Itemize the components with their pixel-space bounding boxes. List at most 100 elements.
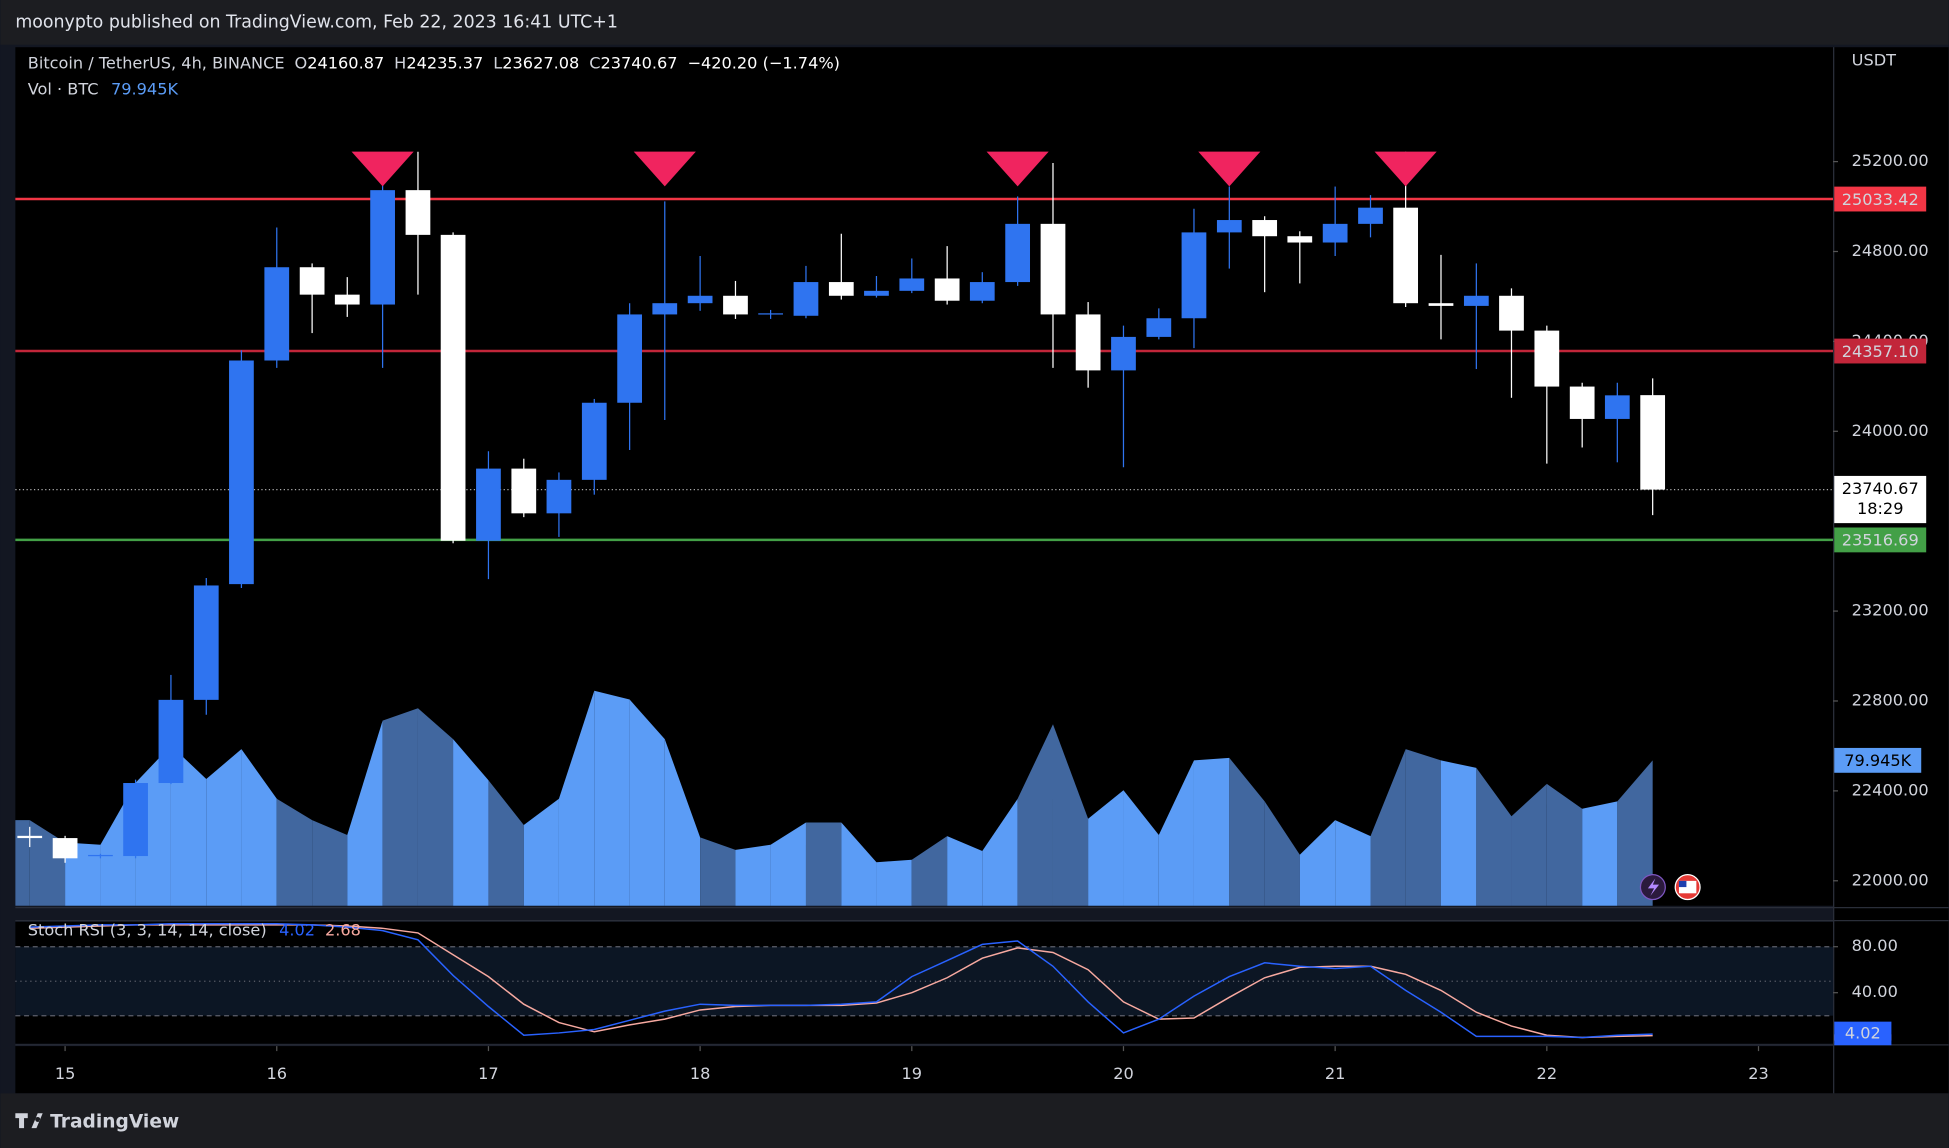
volume-area — [735, 844, 771, 906]
volume-area — [1476, 767, 1512, 906]
candle-body — [581, 402, 607, 480]
volume-area — [488, 780, 524, 906]
volume-area — [206, 749, 242, 906]
volume-name: Vol · BTC — [28, 79, 99, 98]
candle-body — [334, 294, 360, 305]
volume-area — [382, 708, 418, 906]
x-tick-label: 19 — [902, 1064, 923, 1083]
x-tick-label: 17 — [478, 1064, 499, 1083]
candle-body — [687, 295, 713, 304]
candle-body — [229, 360, 254, 585]
volume-area — [982, 798, 1018, 906]
volume-area — [417, 708, 454, 906]
x-tick-label: 22 — [1537, 1064, 1558, 1083]
candle-body — [1005, 223, 1031, 283]
candle-body — [1252, 220, 1278, 237]
candle-body — [758, 313, 783, 315]
x-tick-label: 16 — [266, 1064, 287, 1083]
candle-body — [828, 282, 854, 296]
candle-body — [370, 190, 395, 305]
symbol-legend: Bitcoin / TetherUS, 4h, BINANCE O24160.87… — [28, 53, 840, 72]
volume-legend: Vol · BTC 79.945K — [28, 79, 179, 98]
y-tick-label: 24000.00 — [1852, 421, 1929, 440]
volume-area — [453, 739, 489, 906]
volume-area — [1511, 783, 1547, 906]
candle-body — [934, 278, 960, 301]
candle-body — [546, 479, 572, 514]
level-label: 23516.69 — [1842, 531, 1919, 550]
stoch-d-value: 2.68 — [325, 920, 361, 939]
publisher-line: moonypto published on TradingView.com, F… — [15, 12, 618, 32]
candle-body — [1322, 223, 1348, 243]
candle-body — [1393, 207, 1419, 304]
x-tick-label: 23 — [1748, 1064, 1769, 1083]
volume-area — [594, 690, 630, 906]
ohlc-value: 23627.08 — [502, 53, 579, 72]
y-tick-label: 23200.00 — [1852, 601, 1929, 620]
last-price-box — [1834, 475, 1927, 524]
volume-area — [700, 837, 736, 906]
stoch-legend: Stoch RSI (3, 3, 14, 14, close) 4.02 2.68 — [28, 920, 361, 939]
volume-area — [1299, 820, 1336, 906]
candle-body — [123, 783, 148, 857]
volume-area — [1370, 749, 1406, 906]
volume-area — [15, 820, 30, 906]
volume-area — [629, 699, 665, 906]
volume-area — [947, 836, 983, 906]
candle-body — [864, 290, 889, 296]
candle-body — [1216, 220, 1242, 233]
candle-body — [1181, 232, 1207, 319]
volume-area — [1123, 790, 1159, 906]
volume-area — [1405, 749, 1441, 906]
candle-body — [652, 303, 678, 315]
y-tick-label: 25200.00 — [1852, 151, 1929, 170]
signal-marker — [986, 151, 1049, 187]
candle-body — [88, 854, 113, 857]
stoch-k-box — [1834, 1021, 1892, 1046]
volume-area — [1264, 801, 1300, 906]
y-tick-label: 22000.00 — [1852, 870, 1929, 889]
candle-body — [264, 267, 290, 361]
price-pane — [15, 47, 1834, 906]
volume-area — [312, 820, 348, 906]
volume-area — [347, 720, 383, 906]
candle-body — [17, 835, 43, 839]
candle-body — [1604, 395, 1630, 419]
top-bar — [0, 0, 1949, 45]
candle-body — [1428, 303, 1454, 306]
volume-area — [241, 749, 277, 906]
level-label: 25033.42 — [1842, 190, 1919, 209]
volume-area — [876, 859, 912, 906]
volume-area — [276, 798, 313, 906]
ohlc-label: L — [493, 53, 502, 72]
stoch-tick-label: 80.00 — [1852, 936, 1898, 955]
ohlc-value: 24235.37 — [406, 53, 483, 72]
ohlc-label: C — [589, 53, 600, 72]
volume-area — [1546, 783, 1583, 906]
volume-area — [1335, 820, 1371, 906]
candle-body — [193, 585, 219, 700]
volume-area — [1229, 757, 1265, 906]
candle-body — [1463, 295, 1489, 306]
candle-body — [1146, 318, 1172, 337]
candle-body — [1534, 330, 1560, 387]
volume-area — [558, 690, 595, 906]
brand: TradingView — [50, 1111, 179, 1132]
volume-label: 79.945K — [1844, 751, 1911, 770]
signal-marker — [1374, 151, 1437, 187]
ohlc-value: 24160.87 — [307, 53, 384, 72]
candle-body — [1640, 395, 1666, 490]
y-tick-label: 22400.00 — [1852, 780, 1929, 799]
candle-body — [1499, 295, 1524, 331]
volume-area — [1440, 760, 1477, 906]
symbol: Bitcoin / TetherUS, 4h, BINANCE — [28, 53, 285, 72]
candle-body — [1111, 336, 1136, 371]
signal-marker — [633, 151, 696, 187]
signal-marker — [1198, 151, 1261, 187]
last-price-label: 23740.67 — [1842, 479, 1919, 498]
volume-area — [841, 822, 877, 906]
volume-area — [911, 836, 948, 906]
volume-area — [170, 745, 207, 906]
x-tick-label: 18 — [690, 1064, 711, 1083]
candle-body — [511, 468, 537, 514]
